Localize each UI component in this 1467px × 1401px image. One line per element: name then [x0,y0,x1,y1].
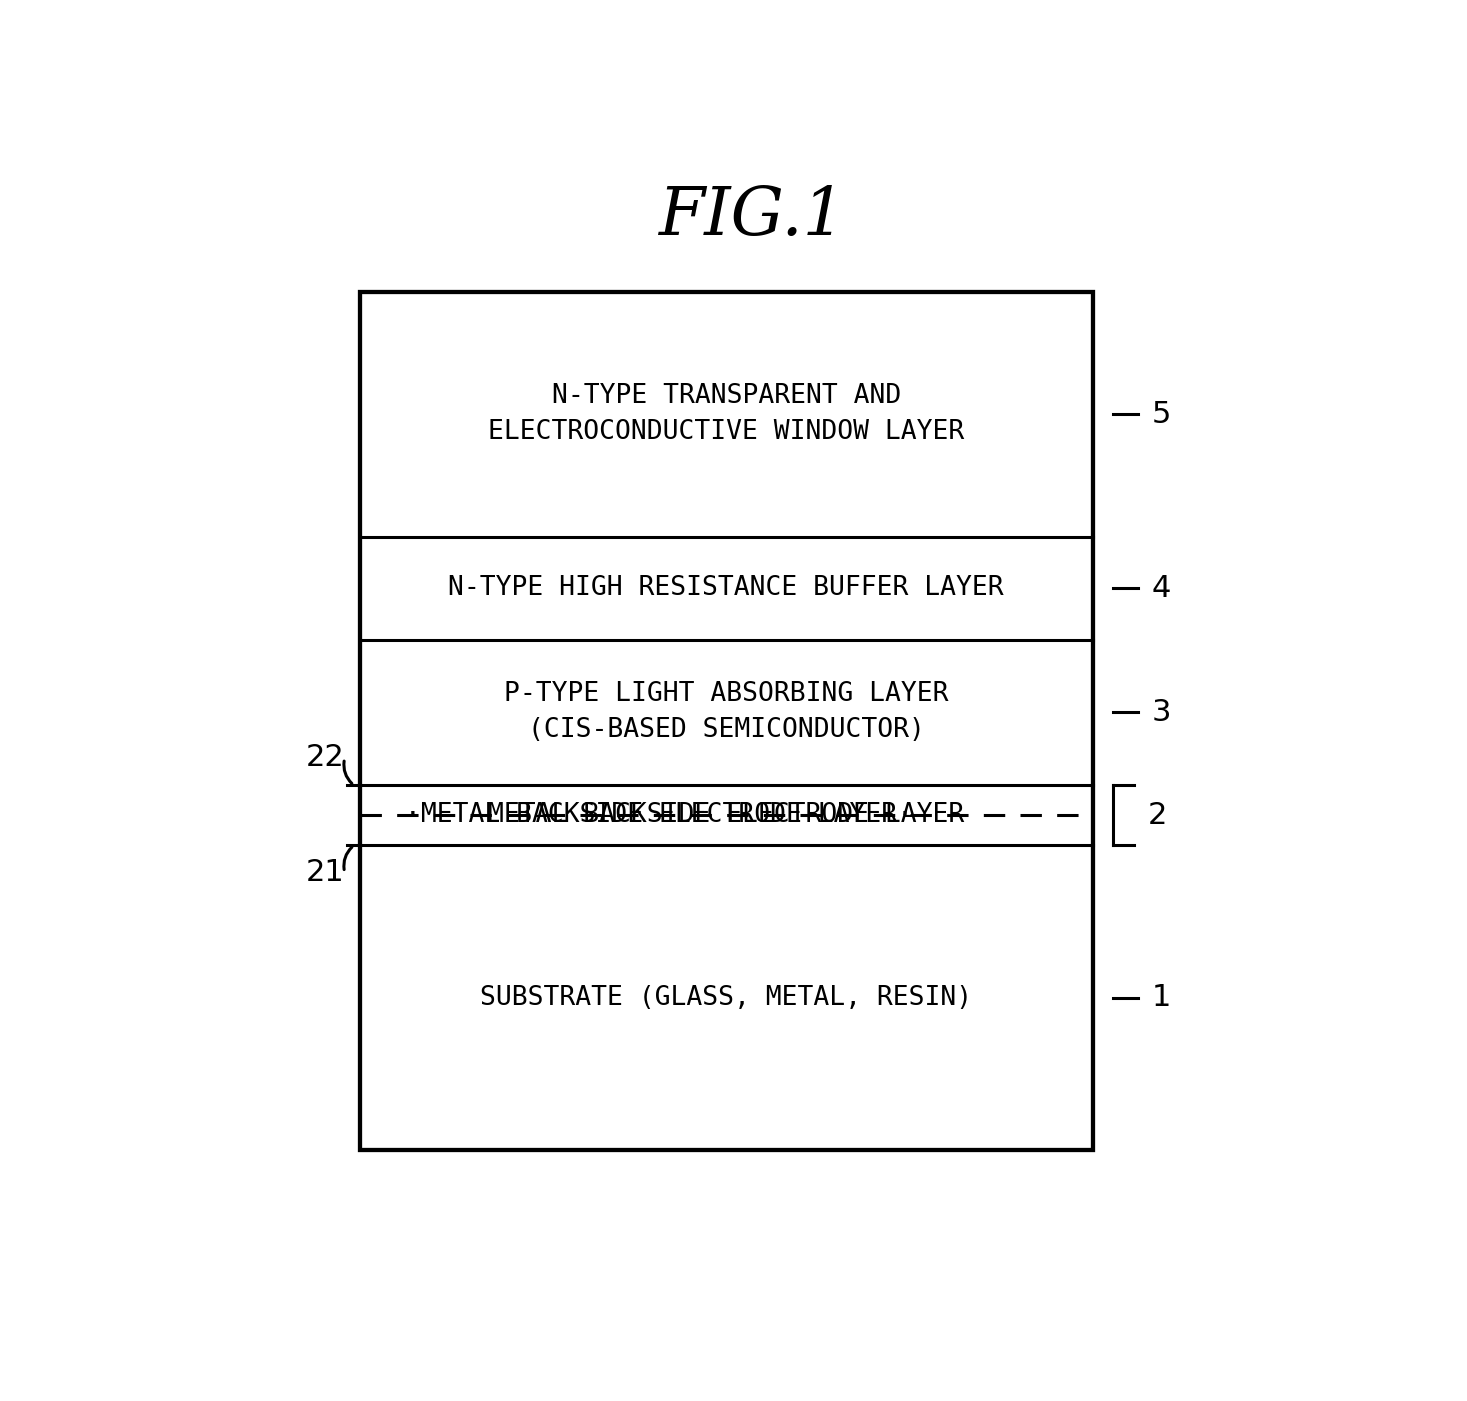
Text: N-TYPE TRANSPARENT AND
ELECTROCONDUCTIVE WINDOW LAYER: N-TYPE TRANSPARENT AND ELECTROCONDUCTIVE… [489,384,964,446]
Text: N-TYPE HIGH RESISTANCE BUFFER LAYER: N-TYPE HIGH RESISTANCE BUFFER LAYER [449,574,1003,601]
Text: 1: 1 [1152,984,1172,1012]
Text: 2: 2 [1147,801,1166,829]
Text: P-TYPE LIGHT ABSORBING LAYER
(CIS-BASED SEMICONDUCTOR): P-TYPE LIGHT ABSORBING LAYER (CIS-BASED … [505,681,949,744]
Text: 21: 21 [305,859,345,887]
Text: 4: 4 [1152,573,1172,602]
Text: FIG.1: FIG.1 [659,184,845,249]
Text: 3: 3 [1152,698,1172,727]
Text: SUBSTRATE (GLASS, METAL, RESIN): SUBSTRATE (GLASS, METAL, RESIN) [480,985,973,1010]
Bar [359,293,1093,1150]
Text: 22: 22 [305,744,345,772]
Text: METAL BACKSIDE ELECTRODE LAYER: METAL BACKSIDE ELECTRODE LAYER [489,803,964,828]
Text: 5: 5 [1152,399,1172,429]
Text: ·METAL BACKSIDE ELECTRODE LAYER·: ·METAL BACKSIDE ELECTRODE LAYER· [405,803,912,828]
